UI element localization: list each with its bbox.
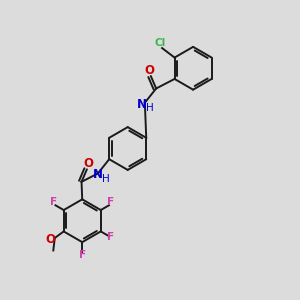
- Text: F: F: [107, 232, 114, 242]
- Text: O: O: [46, 233, 56, 246]
- Text: N: N: [137, 98, 147, 111]
- Text: F: F: [79, 250, 86, 260]
- Text: F: F: [107, 197, 114, 207]
- Text: O: O: [83, 157, 93, 170]
- Text: F: F: [50, 197, 58, 207]
- Text: H: H: [146, 103, 154, 113]
- Text: O: O: [145, 64, 154, 76]
- Text: H: H: [102, 174, 110, 184]
- Text: N: N: [93, 168, 103, 181]
- Text: Cl: Cl: [155, 38, 166, 48]
